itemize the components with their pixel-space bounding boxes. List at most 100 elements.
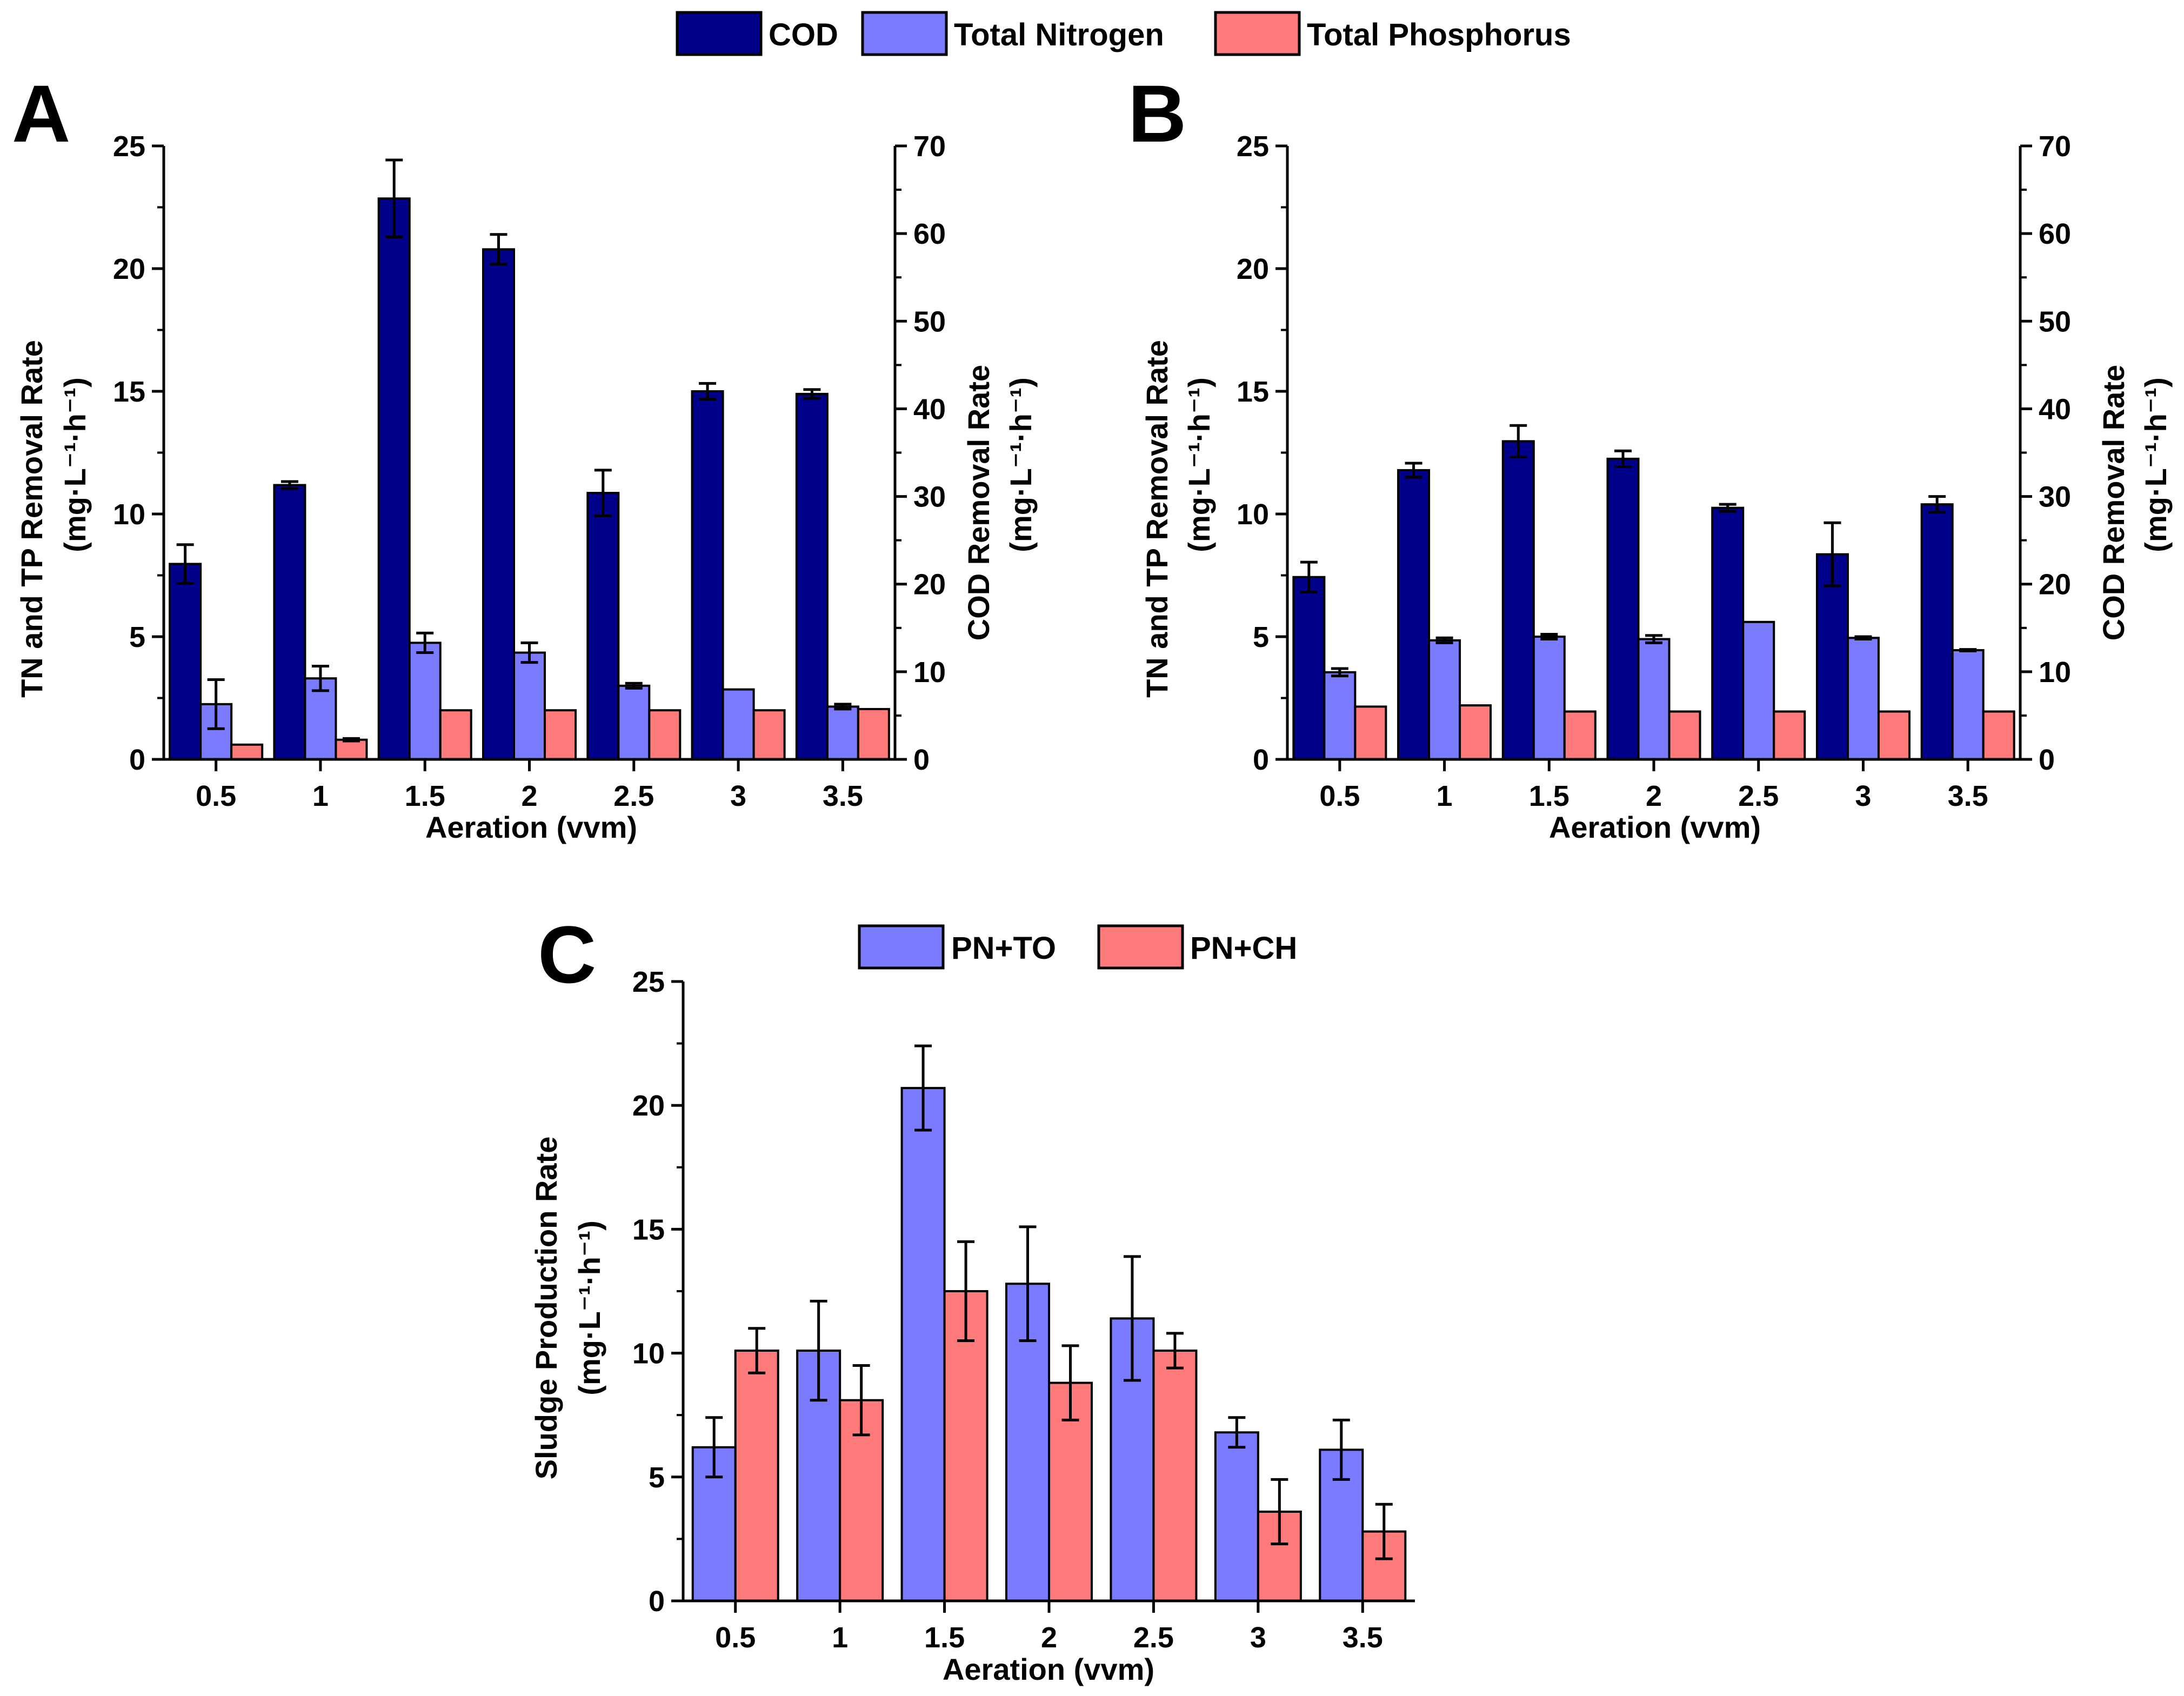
panel-c-bar-pn-to-5 (1214, 1431, 1259, 1602)
legend-swatch-total-phosphorus (1214, 11, 1301, 56)
panel-b-y2tick-label-4: 40 (2039, 393, 2071, 425)
panel-b-xtick-label-2: 1.5 (1529, 780, 1569, 812)
panel-a-bar-cod-1 (273, 484, 306, 760)
panel-c-ytick-label-0: 0 (649, 1585, 665, 1618)
panel-a-ytick-label-4: 20 (113, 253, 145, 285)
panel-b-bar-total-nitrogen-1 (1428, 639, 1461, 761)
panel-a-y2label-unit: (mg·L⁻¹·h⁻¹) (1004, 377, 1038, 552)
panel-a-y2tick-label-3: 30 (913, 481, 946, 513)
legend-label-pn-ch: PN+CH (1190, 931, 1297, 966)
panel-a-bar-cod-0 (169, 563, 202, 760)
panel-a-bar-total-nitrogen-3 (513, 651, 546, 761)
panel-b-bar-total-nitrogen-3 (1637, 638, 1671, 761)
panel-a-ytick-label-3: 15 (113, 376, 145, 408)
panel-a-y2tick-label-5: 50 (913, 305, 946, 338)
panel-b-bar-cod-3 (1606, 457, 1640, 760)
legend-swatch-pn-ch (1097, 924, 1184, 970)
panel-b-bar-cod-6 (1920, 503, 1954, 761)
panel-a-bar-cod-5 (691, 390, 724, 760)
panel-a-bar-total-nitrogen-6 (826, 705, 859, 761)
panel-c-bar-pn-ch-0 (734, 1350, 779, 1602)
panel-a-bar-cod-2 (377, 197, 411, 760)
panel-b-ytick-label-3: 15 (1237, 376, 1269, 408)
panel-c-ytick-label-3: 15 (632, 1213, 665, 1246)
panel-c-xtick-label-1: 1 (832, 1621, 848, 1654)
panel-b-ylabel: TN and TP Removal Rate (1140, 340, 1174, 698)
panel-a-xtick-label-5: 3 (730, 780, 746, 812)
panel-a-bar-total-phosphorus-6 (857, 707, 890, 761)
panel-a-y2tick-label-1: 10 (913, 656, 946, 689)
panel-letter-b: B (1128, 68, 1186, 159)
panel-b-bar-total-phosphorus-3 (1668, 710, 1701, 760)
panel-a-xtick-label-4: 2.5 (613, 780, 654, 812)
panel-a-y2tick-label-4: 40 (913, 393, 946, 425)
panel-b-bar-total-nitrogen-4 (1742, 620, 1775, 761)
panel-a-ytick-label-2: 10 (113, 498, 145, 531)
panel-c-ytick-label-5: 25 (632, 966, 665, 998)
panel-b-y2tick-label-3: 30 (2039, 481, 2071, 513)
panel-b-ytick-label-1: 5 (1253, 621, 1269, 653)
panel-letter-c: C (538, 909, 596, 1000)
panel-b-xtick-label-0: 0.5 (1319, 780, 1360, 812)
panel-b-bar-cod-4 (1711, 506, 1745, 761)
panel-a-bar-total-phosphorus-4 (648, 709, 682, 760)
panel-b-ytick-label-2: 10 (1237, 498, 1269, 531)
panel-a-bar-cod-4 (586, 492, 620, 760)
panel-b-ytick-label-5: 25 (1237, 130, 1269, 163)
panel-b-xtick-label-3: 2 (1646, 780, 1662, 812)
panel-b-xlabel: Aeration (vvm) (1549, 810, 1761, 844)
panel-b-ytick-label-4: 20 (1237, 253, 1269, 285)
panel-b-bar-total-phosphorus-5 (1877, 710, 1911, 760)
panel-b-bar-total-phosphorus-6 (1982, 710, 2015, 760)
panel-b-bar-total-nitrogen-5 (1846, 637, 1880, 761)
panel-b-bar-total-phosphorus-0 (1354, 705, 1387, 761)
panel-c-xtick-label-4: 2.5 (1133, 1621, 1174, 1654)
panel-c-bar-pn-to-2 (900, 1087, 946, 1602)
panel-b-y2tick-label-5: 50 (2039, 305, 2071, 338)
panel-b-xtick-label-5: 3 (1855, 780, 1871, 812)
panel-a-y2tick-label-7: 70 (913, 130, 946, 163)
panel-c-xtick-label-6: 3.5 (1343, 1621, 1383, 1654)
panel-b-chart: 0 5 10 15 20 25 0 10 20 30 40 50 60 70 0.5 1 1.5 2 2.5 3 3.5 (1237, 130, 2071, 812)
panel-letter-a: A (12, 68, 70, 159)
panel-a-xtick-label-3: 2 (521, 780, 537, 812)
panel-a-xlabel: Aeration (vvm) (425, 810, 637, 844)
panel-b-y2tick-label-6: 60 (2039, 218, 2071, 250)
panel-a-bar-total-nitrogen-5 (722, 688, 755, 760)
panel-c-ylabel-unit: (mg·L⁻¹·h⁻¹) (572, 1220, 606, 1395)
panel-a-y2tick-label-6: 60 (913, 218, 946, 250)
panel-b-bar-total-nitrogen-6 (1951, 649, 1985, 760)
legend-swatch-pn-to (858, 924, 945, 970)
panel-c-xlabel: Aeration (vvm) (943, 1652, 1154, 1686)
panel-a-bar-total-nitrogen-4 (617, 684, 651, 761)
panel-c-xtick-label-5: 3 (1250, 1621, 1266, 1654)
panel-a-y2tick-label-2: 20 (913, 569, 946, 601)
legend-label-pn-to: PN+TO (951, 931, 1056, 966)
panel-b-y2tick-label-2: 20 (2039, 569, 2071, 601)
panel-a-bar-cod-6 (795, 392, 829, 760)
panel-b-xtick-label-4: 2.5 (1738, 780, 1779, 812)
panel-b-bar-cod-0 (1292, 576, 1326, 760)
panel-a-bar-total-phosphorus-5 (752, 709, 786, 760)
panel-a-chart: 0 5 10 15 20 25 0 10 20 30 40 50 60 70 0.5 1 1.5 2 2.5 3 3.5 (113, 130, 946, 812)
panel-a-xtick-label-2: 1.5 (405, 780, 445, 812)
panel-b-ytick-label-0: 0 (1253, 744, 1269, 776)
panel-b-bar-cod-1 (1397, 469, 1431, 760)
panel-b-xtick-label-6: 3.5 (1948, 780, 1988, 812)
panel-c-ytick-label-4: 20 (632, 1090, 665, 1122)
panel-b-bar-cod-2 (1501, 440, 1535, 760)
panel-c-ytick-label-2: 10 (632, 1338, 665, 1370)
panel-a-ytick-label-0: 0 (129, 744, 145, 776)
panel-a-y2label: COD Removal Rate (961, 365, 996, 640)
legend-swatch-total-nitrogen (861, 11, 948, 56)
panel-a-ylabel-unit: (mg·L⁻¹·h⁻¹) (58, 377, 92, 552)
panel-a-ytick-label-5: 25 (113, 130, 145, 163)
panel-a-bar-total-phosphorus-3 (544, 709, 577, 760)
panel-c-ytick-label-1: 5 (649, 1461, 665, 1494)
panel-c-ylabel: Sludge Production Rate (529, 1137, 563, 1480)
legend-swatch-cod (676, 11, 763, 56)
legend-label-cod: COD (769, 17, 838, 52)
panel-b-bar-total-phosphorus-1 (1459, 704, 1492, 760)
panel-b-ylabel-unit: (mg·L⁻¹·h⁻¹) (1182, 377, 1216, 552)
